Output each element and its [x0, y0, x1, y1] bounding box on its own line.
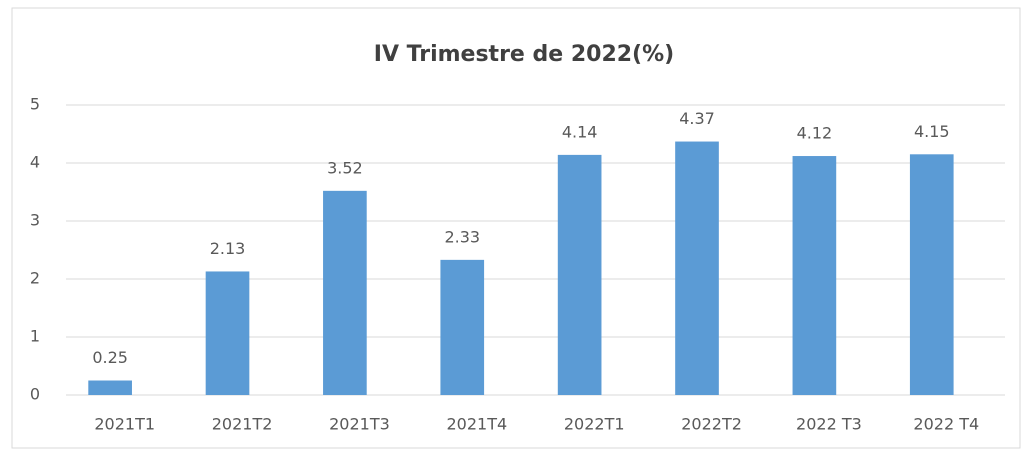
x-tick-label: 2022T2 — [681, 415, 742, 434]
y-tick-label: 5 — [30, 95, 40, 114]
y-tick-label: 0 — [30, 385, 40, 404]
x-tick-label: 2021T2 — [212, 415, 273, 434]
data-label: 2.33 — [444, 227, 480, 246]
chart-frame — [11, 7, 1021, 449]
data-label: 4.15 — [914, 122, 950, 141]
y-tick-label: 3 — [30, 211, 40, 230]
data-label: 3.52 — [327, 158, 363, 177]
data-label: 2.13 — [210, 239, 246, 258]
y-tick-label: 4 — [30, 153, 40, 172]
x-tick-label: 2022 T4 — [913, 415, 979, 434]
y-tick-label: 2 — [30, 269, 40, 288]
bar — [205, 271, 250, 395]
y-tick-label: 1 — [30, 327, 40, 346]
x-tick-label: 2021T4 — [446, 415, 507, 434]
x-tick-label: 2021T1 — [94, 415, 155, 434]
x-tick-label: 2022T1 — [564, 415, 625, 434]
data-label: 4.12 — [797, 124, 833, 143]
bar — [557, 154, 602, 395]
bar — [675, 141, 719, 395]
data-label: 0.25 — [92, 348, 128, 367]
bar — [792, 156, 837, 395]
x-tick-label: 2022 T3 — [796, 415, 862, 434]
data-label: 4.14 — [562, 122, 598, 141]
x-tick-label: 2021T3 — [329, 415, 390, 434]
bar — [440, 259, 485, 395]
chart-title: IV Trimestre de 2022(%) — [374, 42, 674, 67]
bar — [88, 380, 132, 395]
data-label: 4.37 — [679, 109, 715, 128]
bar — [323, 190, 367, 395]
bar — [909, 154, 954, 395]
